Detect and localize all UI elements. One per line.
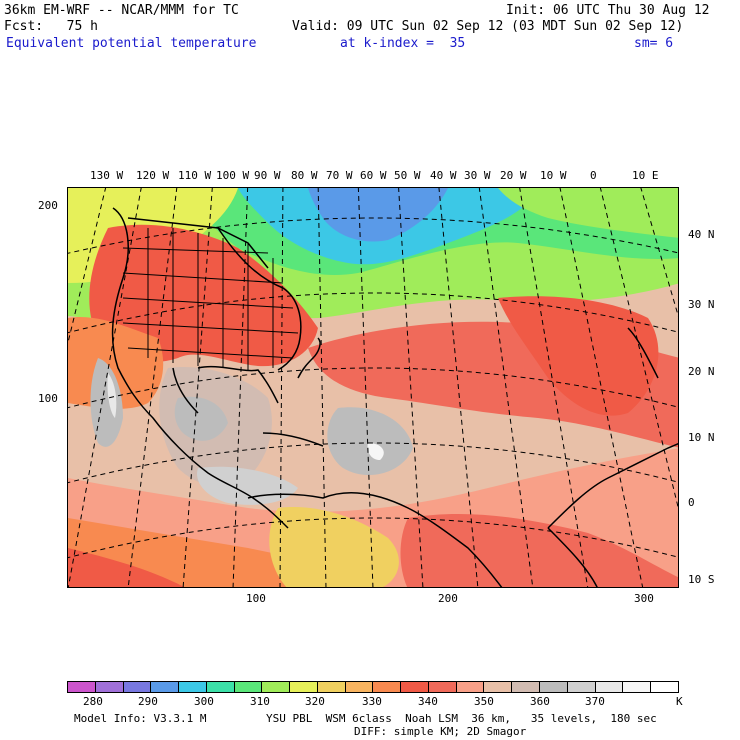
model-title: 36km EM-WRF -- NCAR/MMM for TC xyxy=(4,3,239,18)
x-tick-label: 300 xyxy=(634,592,654,605)
colorbar-cell xyxy=(650,682,678,692)
colorbar-cell xyxy=(68,682,95,692)
field-name: Equivalent potential temperature xyxy=(6,36,257,51)
lon-label: 130 W xyxy=(90,169,124,182)
colorbar-cell xyxy=(455,682,484,692)
lon-label: 0 xyxy=(590,169,597,182)
coastlines xyxy=(111,207,678,587)
colorbar-cell xyxy=(427,682,456,692)
lon-label: 120 W xyxy=(136,169,170,182)
colorbar-label: 330 xyxy=(362,695,382,708)
colorbar-label: 350 xyxy=(474,695,494,708)
lon-label: 10 E xyxy=(632,169,659,182)
lon-label: 10 W xyxy=(540,169,567,182)
colorbar-cell xyxy=(94,682,123,692)
lat-label: 30 N xyxy=(688,298,715,311)
warm-east-atlantic xyxy=(498,296,659,416)
colorbar-label: 290 xyxy=(138,695,158,708)
colorbar-cell xyxy=(178,682,206,692)
lat-label: 10 N xyxy=(688,431,715,444)
smoothing-info: sm= 6 xyxy=(634,36,674,51)
lon-label: 50 W xyxy=(394,169,421,182)
colorbar-cell xyxy=(122,682,151,692)
x-tick-label: 200 xyxy=(438,592,458,605)
colorbar xyxy=(67,681,679,693)
colorbar-cell xyxy=(205,682,234,692)
lon-label: 70 W xyxy=(326,169,353,182)
baja-grey xyxy=(90,358,123,447)
diffusion-info: DIFF: simple KM; 2D Smagor xyxy=(354,725,527,738)
x-tick-label: 100 xyxy=(246,592,266,605)
init-time: Init: 06 UTC Thu 30 Aug 12 xyxy=(506,3,710,18)
colorbar-cell xyxy=(316,682,345,692)
colorbar-label: 370 xyxy=(585,695,605,708)
colorbar-label: 300 xyxy=(194,695,214,708)
colorbar-cell xyxy=(400,682,428,692)
warm-far-sw xyxy=(68,548,185,587)
colorbar-cell xyxy=(233,682,262,692)
colorbar-label: 280 xyxy=(83,695,103,708)
lat-label: 0 xyxy=(688,496,695,509)
colorbar-label: 310 xyxy=(250,695,270,708)
y-tick-label: 100 xyxy=(38,392,58,405)
lon-label: 30 W xyxy=(464,169,491,182)
colorbar-cell xyxy=(539,682,567,692)
pacific-grey xyxy=(197,466,298,505)
lon-label: 40 W xyxy=(430,169,457,182)
lon-label: 110 W xyxy=(178,169,212,182)
colorbar-cell xyxy=(289,682,317,692)
colorbar-cell xyxy=(344,682,373,692)
colorbar-cell xyxy=(261,682,290,692)
valid-time: Valid: 09 UTC Sun 02 Sep 12 (03 MDT Sun … xyxy=(292,19,684,34)
state-borders xyxy=(122,228,299,370)
lon-label: 100 W xyxy=(216,169,250,182)
green-zone-ne xyxy=(498,188,678,238)
lat-label: 20 N xyxy=(688,365,715,378)
colorbar-label: 360 xyxy=(530,695,550,708)
baja-white xyxy=(107,373,117,418)
gulf-grey xyxy=(174,396,228,441)
warm-se xyxy=(400,513,678,587)
coldest-zone xyxy=(308,188,448,242)
caribbean-white xyxy=(367,443,384,460)
colorbar-cell xyxy=(594,682,623,692)
colorbar-label: 340 xyxy=(418,695,438,708)
colorbar-cell xyxy=(483,682,512,692)
graticule xyxy=(68,188,678,587)
colorbar-cell xyxy=(566,682,595,692)
map-panel xyxy=(67,187,679,588)
colorbar-cell xyxy=(622,682,651,692)
lon-label: 80 W xyxy=(291,169,318,182)
y-tick-label: 200 xyxy=(38,199,58,212)
lon-label: 60 W xyxy=(360,169,387,182)
lon-label: 20 W xyxy=(500,169,527,182)
lon-label: 90 W xyxy=(254,169,281,182)
colorbar-label: 320 xyxy=(305,695,325,708)
level-info: at k-index = 35 xyxy=(340,36,466,51)
colorbar-cell xyxy=(511,682,540,692)
lat-label: 10 S xyxy=(688,573,715,586)
lat-label: 40 N xyxy=(688,228,715,241)
colorbar-label: K xyxy=(676,695,683,708)
colorbar-cell xyxy=(150,682,179,692)
model-info: Model Info: V3.3.1 M xyxy=(74,712,207,725)
physics-info: YSU PBL WSM 6class Noah LSM 36 km, 35 le… xyxy=(266,712,657,725)
forecast-hour: Fcst: 75 h xyxy=(4,19,98,34)
caribbean-grey xyxy=(327,407,413,476)
map-canvas xyxy=(68,188,678,587)
amazon-amber xyxy=(269,507,399,587)
colorbar-cell xyxy=(372,682,401,692)
